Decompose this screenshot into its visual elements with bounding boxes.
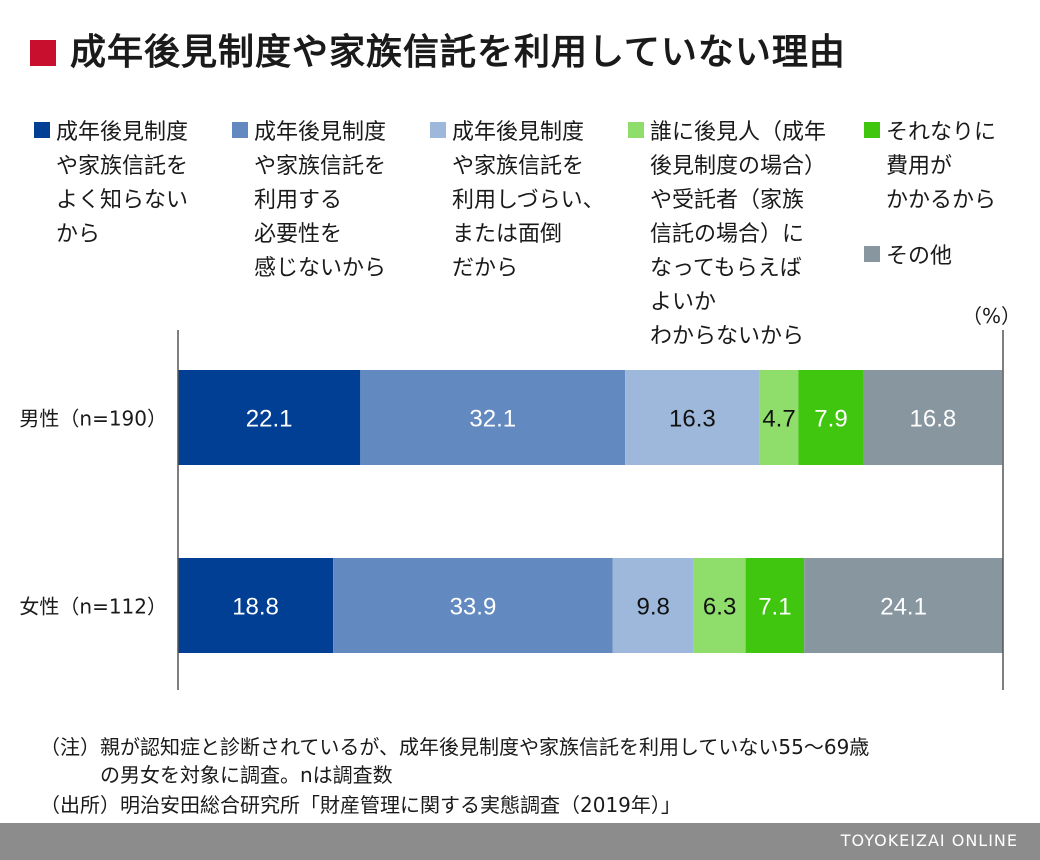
brand-logo: TOYOKEIZAI ONLINE xyxy=(840,831,1018,850)
bar-segment xyxy=(360,370,626,465)
data-label: 16.8 xyxy=(910,406,957,433)
bar-segment xyxy=(178,558,334,653)
data-label: 16.3 xyxy=(669,406,716,433)
data-label: 18.8 xyxy=(232,594,279,621)
unit-label: （%） xyxy=(962,304,1022,328)
data-label: 33.9 xyxy=(450,594,497,621)
data-label: 7.9 xyxy=(814,406,847,433)
bar-segment xyxy=(759,370,799,465)
legend-swatch xyxy=(232,122,248,138)
source-line: （出所）明治安田総合研究所「財産管理に関する実態調査（2019年）」 xyxy=(40,793,681,817)
category-label: 女性（n=112） xyxy=(19,595,167,619)
legend-swatch xyxy=(628,122,644,138)
data-label: 4.7 xyxy=(762,406,795,433)
legend-swatch xyxy=(34,122,50,138)
data-label: 22.1 xyxy=(246,406,293,433)
stacked-bar-chart: 22.1 32.1 16.3 4.7 7.9 16.8 男性（n=190） 18.8 33.9 9… xyxy=(19,330,1004,690)
note-line-1: （注）親が認知症と診断されているが、成年後見制度や家族信託を利用していない55〜… xyxy=(40,735,870,759)
legend-label: その他 xyxy=(886,244,953,269)
bar-segment xyxy=(612,558,694,653)
legend-swatch xyxy=(864,246,880,262)
data-label: 7.1 xyxy=(758,594,791,621)
legend-swatch xyxy=(864,122,880,138)
bar-segment xyxy=(625,370,760,465)
legend-label: 成年後見制度 や家族信託を 利用しづらい、 または面倒 だから xyxy=(452,120,605,281)
data-label: 32.1 xyxy=(469,406,516,433)
data-label: 9.8 xyxy=(637,594,670,621)
bar-segment xyxy=(333,558,613,653)
legend-swatch xyxy=(430,122,446,138)
bar-segment xyxy=(798,370,864,465)
legend-label: 誰に後見人（成年 後見制度の場合） や受託者（家族 信託の場合）に なってもらえ… xyxy=(650,120,827,349)
bar-segment xyxy=(693,558,746,653)
bar-segment xyxy=(863,370,1003,465)
bar-segment xyxy=(804,558,1003,653)
data-label: 6.3 xyxy=(703,594,736,621)
bar-segment xyxy=(178,370,361,465)
chart-title: 成年後見制度や家族信託を利用していない理由 xyxy=(70,32,846,73)
bar-segment xyxy=(745,558,805,653)
legend-label: 成年後見制度 や家族信託を 利用する 必要性を 感じないから xyxy=(254,120,387,281)
note-line-2: の男女を対象に調査。nは調査数 xyxy=(40,763,393,787)
category-label: 男性（n=190） xyxy=(19,407,167,431)
data-label: 24.1 xyxy=(880,594,927,621)
title-marker xyxy=(30,40,56,66)
legend-label: 成年後見制度 や家族信託を よく知らない から xyxy=(56,120,189,247)
footer-bar: TOYOKEIZAI ONLINE xyxy=(0,823,1040,860)
legend-label: それなりに 費用が かかるから xyxy=(886,120,997,213)
